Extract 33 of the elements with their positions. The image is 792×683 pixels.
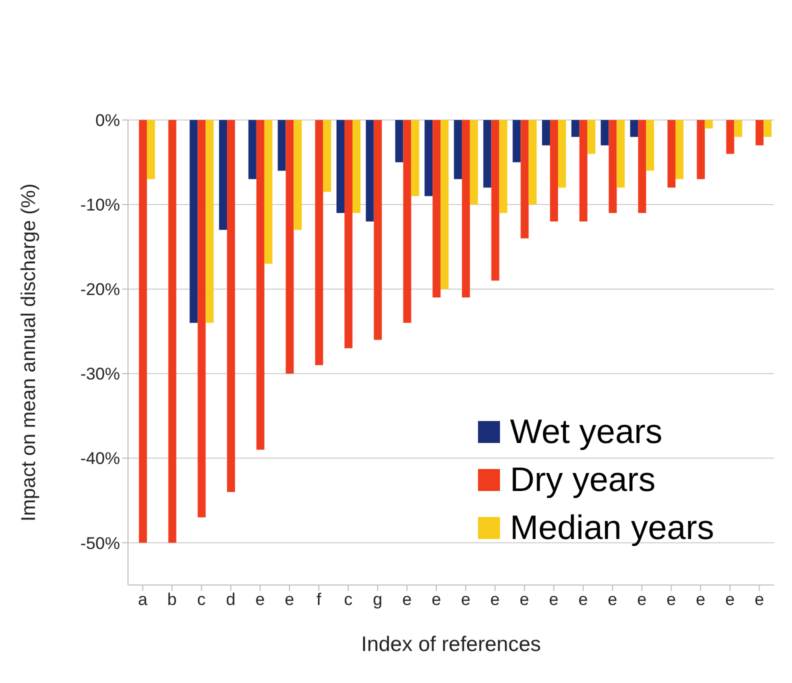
x-tick-label: e bbox=[255, 590, 265, 610]
x-tick-label: d bbox=[226, 590, 236, 610]
x-tick-label: e bbox=[284, 590, 294, 610]
x-tick-label: g bbox=[372, 590, 382, 610]
x-tick-label: c bbox=[197, 590, 206, 610]
x-tick-label: e bbox=[666, 590, 676, 610]
y-tick-label: 0% bbox=[95, 111, 120, 130]
y-tick-label: -10% bbox=[80, 196, 120, 215]
legend-label: Dry years bbox=[510, 460, 656, 500]
x-tick-label: e bbox=[754, 590, 764, 610]
y-tick-label: -40% bbox=[80, 449, 120, 468]
x-tick-label: e bbox=[549, 590, 559, 610]
x-tick-label: e bbox=[520, 590, 530, 610]
x-axis-title: Index of references bbox=[361, 633, 541, 656]
x-tick-label: e bbox=[637, 590, 647, 610]
y-tick-label: -20% bbox=[80, 280, 120, 300]
legend-label: Wet years bbox=[510, 412, 662, 452]
x-tick-label: b bbox=[167, 590, 177, 610]
x-tick-label: e bbox=[725, 590, 735, 610]
x-tick-label: e bbox=[432, 590, 442, 610]
x-tick-label: e bbox=[490, 590, 500, 610]
y-tick-label: -30% bbox=[80, 364, 120, 384]
x-tick-label: c bbox=[344, 590, 353, 610]
x-tick-label: e bbox=[402, 590, 412, 610]
x-tick-label: e bbox=[460, 590, 470, 610]
x-tick-label: e bbox=[608, 590, 618, 610]
legend-label: Median years bbox=[510, 508, 714, 548]
y-axis-title: Impact on mean annual discharge (%) bbox=[18, 184, 40, 522]
x-tick-label: e bbox=[578, 590, 588, 610]
y-tick-label: -50% bbox=[80, 534, 120, 553]
x-tick-label: e bbox=[696, 590, 706, 610]
x-tick-label: a bbox=[138, 590, 148, 610]
x-tick-label: f bbox=[316, 590, 322, 610]
